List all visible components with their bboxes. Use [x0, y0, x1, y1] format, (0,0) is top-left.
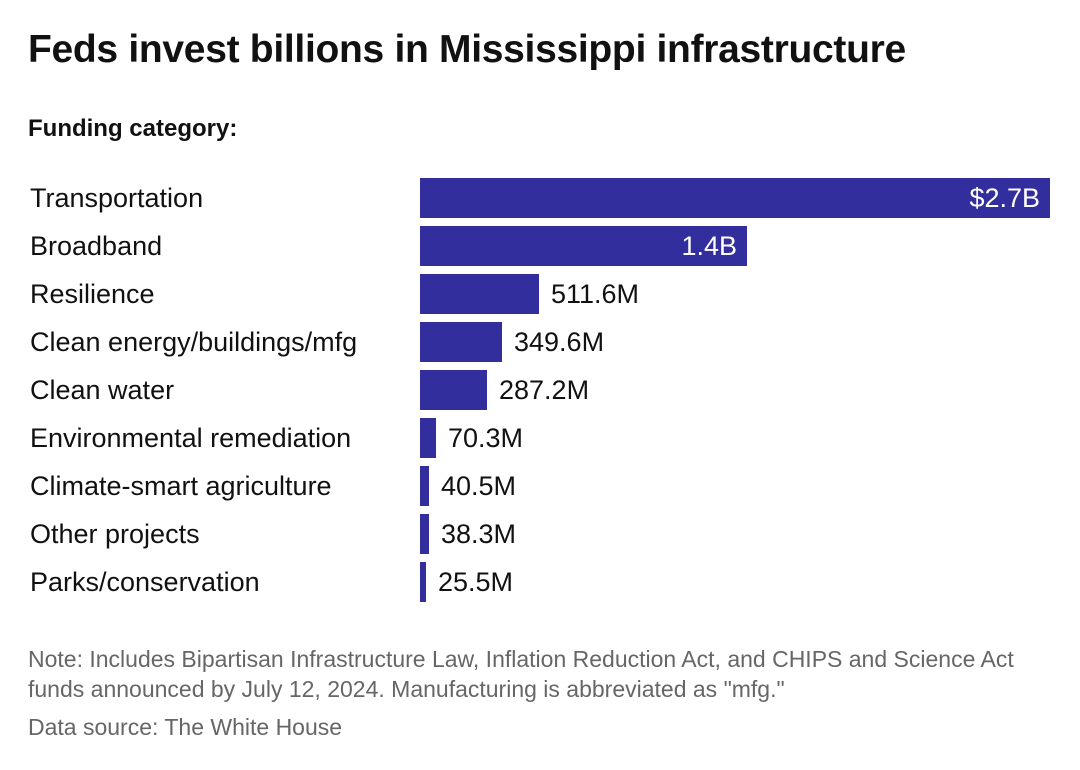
category-label-other-projects: Other projects [30, 519, 200, 549]
bar-transportation [420, 178, 1050, 218]
category-label-clean-water: Clean water [30, 375, 175, 405]
category-label-resilience: Resilience [30, 279, 155, 309]
bar-parks-conservation [420, 562, 426, 602]
chart-subtitle: Funding category: [28, 115, 238, 142]
bar-environmental-remediation [420, 418, 436, 458]
bar-broadband [420, 226, 747, 266]
bar-clean-energy-buildings-mfg [420, 322, 502, 362]
value-label-resilience: 511.6M [551, 279, 640, 309]
category-label-environmental-remediation: Environmental remediation [30, 423, 352, 453]
bar-chart: Transportation $2.7B Broadband 1.4B Resilien… [0, 170, 1080, 610]
value-label-environmental-remediation: 70.3M [448, 423, 524, 453]
value-label-transportation: $2.7B [969, 183, 1040, 213]
category-label-parks-conservation: Parks/conservation [30, 567, 260, 597]
category-label-broadband: Broadband [30, 231, 163, 261]
chart-title: Feds invest billions in Mississippi infr… [28, 28, 906, 71]
bar-clean-water [420, 370, 487, 410]
value-label-clean-water: 287.2M [499, 375, 590, 405]
value-label-clean-energy-buildings-mfg: 349.6M [514, 327, 605, 357]
value-label-broadband: 1.4B [681, 231, 737, 261]
category-label-climate-smart-agriculture: Climate-smart agriculture [30, 471, 332, 501]
value-label-climate-smart-agriculture: 40.5M [441, 471, 517, 501]
bar-other-projects [420, 514, 429, 554]
value-label-other-projects: 38.3M [441, 519, 517, 549]
value-label-parks-conservation: 25.5M [438, 567, 514, 597]
bar-climate-smart-agriculture [420, 466, 429, 506]
data-source: Data source: The White House [28, 714, 343, 740]
category-label-clean-energy-buildings-mfg: Clean energy/buildings/mfg [30, 327, 358, 357]
category-label-transportation: Transportation [30, 183, 204, 213]
bar-resilience [420, 274, 539, 314]
chart-note: Note: Includes Bipartisan Infrastructure… [28, 646, 1014, 702]
